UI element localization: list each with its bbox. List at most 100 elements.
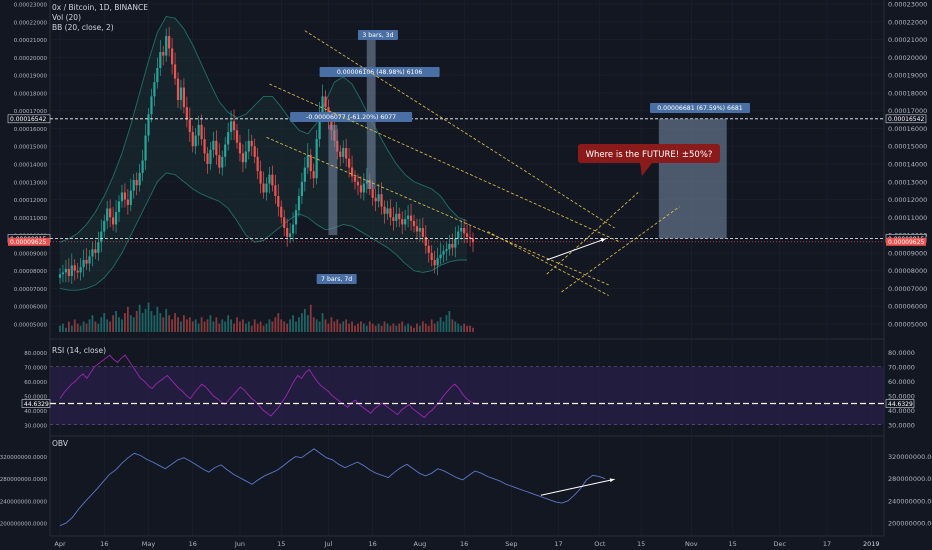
volume-bar (236, 317, 238, 332)
price-tick-label-left: 0.00007000 (14, 287, 48, 293)
volume-bar (212, 321, 215, 332)
volume-bar (419, 325, 421, 332)
volume-bar (177, 317, 179, 332)
volume-bar (377, 323, 380, 332)
rsi-current-label-left: 44.6329 (24, 401, 49, 408)
time-tick-label: 16 (460, 540, 468, 548)
candle-body (244, 151, 247, 163)
candle-body (209, 149, 212, 164)
candle-body (280, 206, 283, 218)
volume-bar (318, 321, 321, 332)
candle-body (463, 228, 466, 234)
volume-bar (433, 323, 436, 332)
candle-body (371, 188, 374, 198)
volume-bar (103, 313, 106, 332)
annotation-bars-bottom: 7 bars, 7d (321, 276, 352, 283)
candle-body (350, 167, 354, 177)
volume-bar (256, 323, 259, 332)
volume-bar (218, 323, 221, 332)
candle-body (203, 139, 206, 154)
candle-body (460, 228, 463, 232)
volume-bar (324, 319, 327, 332)
rsi-current-tag-left (21, 399, 51, 408)
volume-bar (132, 317, 135, 332)
rsi-tick-label: 70.0000 (888, 363, 915, 371)
candle-body (58, 274, 62, 278)
candle-body (448, 244, 451, 250)
volume-bar (76, 323, 79, 332)
volume-bar (239, 321, 241, 332)
volume-bar (224, 321, 227, 332)
candle-body (241, 153, 244, 163)
volume-bar (342, 321, 345, 332)
candle-body (215, 140, 218, 156)
candle-body (433, 260, 436, 266)
trend-channel-line (269, 83, 621, 243)
trend-channel-line (561, 206, 680, 293)
obv-tick-label-left: 320000000.0000 (0, 455, 47, 461)
price-tick-label: 0.00016000 (888, 125, 927, 133)
price-tick-label-left: 0.00023000 (14, 3, 48, 9)
candle-body (342, 148, 345, 157)
candle-body (409, 215, 413, 221)
candle-body (132, 180, 135, 191)
volume-bar (309, 304, 312, 332)
volume-bar (339, 323, 342, 332)
candle-body (232, 121, 236, 131)
candle-body (427, 245, 430, 253)
rsi-band (50, 366, 884, 425)
candle-body (85, 260, 88, 264)
time-tick-label: Apr (54, 540, 66, 548)
candle-body (182, 87, 185, 108)
time-tick-label: Aug (414, 540, 427, 548)
candle-body (324, 96, 327, 108)
candle-body (156, 68, 159, 83)
price-tick-label-left: 0.00012000 (14, 198, 48, 204)
rsi-current-tag (885, 399, 915, 408)
candle-body (445, 249, 448, 252)
candle-body (430, 252, 433, 260)
candle-body (345, 148, 348, 159)
candle-body (135, 180, 138, 186)
candle-body (185, 107, 188, 120)
volume-bar (183, 315, 185, 332)
price-tick-label-left: 0.00015000 (14, 145, 48, 151)
time-tick-label: Sep (505, 540, 517, 548)
annotation-bars-bottom-bg (316, 274, 357, 284)
candle-body (412, 220, 416, 227)
candle-body (300, 181, 303, 196)
volume-bar (150, 311, 153, 332)
candle-body (114, 212, 118, 225)
candle-body (247, 140, 250, 152)
candle-body (291, 224, 295, 234)
candle-body (120, 192, 124, 202)
candle-body (471, 238, 475, 243)
volume-bar (351, 321, 353, 332)
candle-body (112, 217, 115, 225)
price-tick-label: 0.00023000 (888, 1, 927, 9)
candle-body (253, 146, 256, 157)
volume-bar (97, 323, 100, 332)
volume-bar (124, 313, 126, 332)
time-tick-label: 17 (554, 540, 562, 548)
price-tick-label-left: 0.00011000 (14, 216, 48, 222)
volume-bar (121, 319, 123, 332)
candle-body (442, 251, 445, 255)
candle-body (321, 96, 324, 113)
volume-bar (91, 315, 94, 332)
obv-tick-label-left: 280000000.0000 (0, 477, 47, 483)
volume-bar (301, 313, 303, 332)
volume-bar (206, 319, 209, 332)
level-line-top-right-label: 0.00016542 (888, 116, 924, 123)
candle-body (235, 130, 239, 143)
obv-tick-label: 200000000.0000 (888, 519, 932, 527)
volume-bar (469, 325, 471, 332)
bb-indicator-label: BB (20, close, 2) (52, 23, 114, 32)
price-tick-label-left: 0.00008000 (14, 269, 48, 275)
volume-bar (312, 317, 315, 332)
time-tick-label: 16 (369, 540, 377, 548)
volume-bar (371, 323, 374, 332)
volume-bar (59, 325, 61, 332)
volume-bar (215, 317, 218, 332)
